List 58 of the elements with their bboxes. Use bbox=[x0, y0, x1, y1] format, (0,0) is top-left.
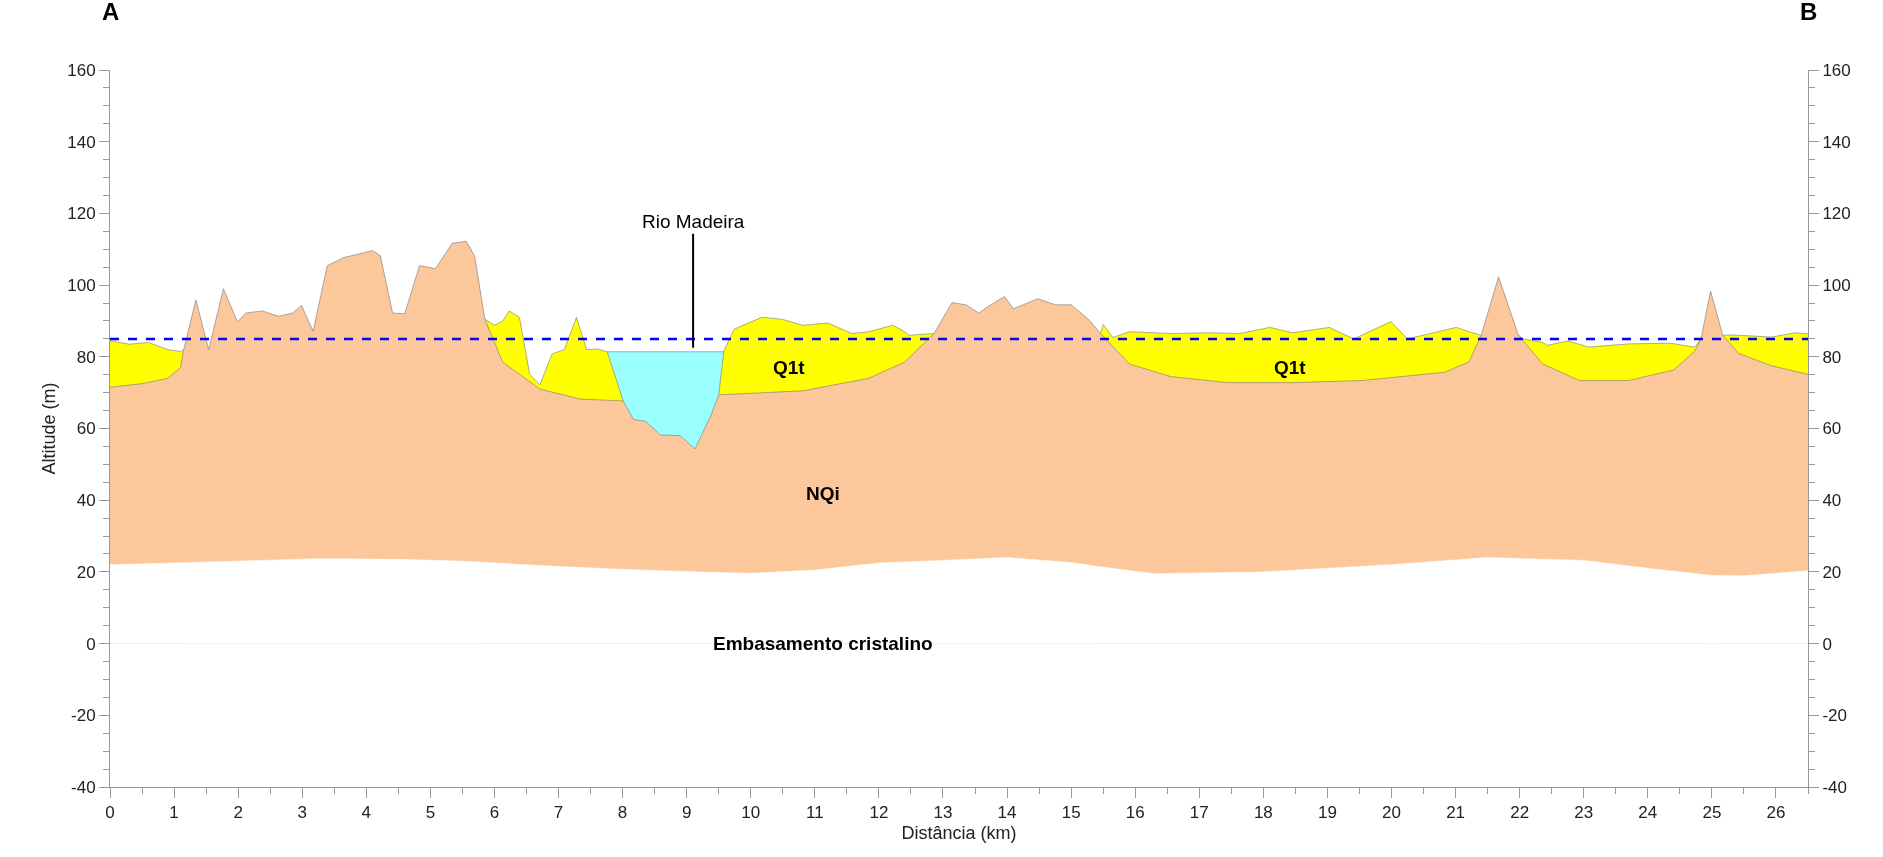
x-tick-label: 11 bbox=[806, 803, 824, 823]
text: A bbox=[102, 0, 120, 25]
y-tick-label: -20 bbox=[71, 706, 96, 726]
y-axis-title: Altitude (m) bbox=[39, 382, 60, 475]
x-tick-label: 20 bbox=[1382, 803, 1401, 823]
x-tick-label: 6 bbox=[489, 803, 500, 823]
x-tick-label: 18 bbox=[1253, 803, 1273, 823]
annotation: Q1t bbox=[1274, 357, 1307, 378]
x-tick-label: 1 bbox=[169, 803, 179, 823]
x-tick-label: 25 bbox=[1702, 803, 1722, 823]
y2-tick-label: 160 bbox=[1822, 60, 1851, 80]
x-tick-label: 19 bbox=[1317, 803, 1337, 823]
x-tick-label: 12 bbox=[869, 803, 889, 823]
x-tick-label: 9 bbox=[681, 803, 692, 823]
y-tick-label: 80 bbox=[76, 347, 96, 367]
x-tick-label: 16 bbox=[1125, 803, 1145, 823]
x-tick-label: 22 bbox=[1510, 803, 1530, 823]
x-tick-label: 10 bbox=[741, 803, 761, 823]
text: B bbox=[1800, 0, 1818, 25]
y-tick-label: 60 bbox=[76, 419, 96, 439]
y2-tick-label: 60 bbox=[1822, 419, 1842, 439]
y-tick-label: -40 bbox=[71, 777, 96, 797]
y2-tick-label: 20 bbox=[1822, 562, 1842, 582]
y2-tick-label: -20 bbox=[1822, 706, 1847, 726]
x-tick-label: 24 bbox=[1638, 803, 1658, 823]
x-tick-label: 0 bbox=[105, 803, 115, 823]
x-tick-label: 26 bbox=[1766, 803, 1786, 823]
y2-tick-label: 80 bbox=[1822, 347, 1842, 367]
x-tick-label: 21 bbox=[1446, 803, 1466, 823]
y2-tick-label: 100 bbox=[1822, 276, 1851, 296]
annotation: Q1t bbox=[773, 357, 806, 378]
x-tick-label: 5 bbox=[425, 803, 436, 823]
y-tick-label: 40 bbox=[76, 491, 96, 511]
y-tick-label: 160 bbox=[67, 60, 96, 80]
y-tick-label: 100 bbox=[67, 276, 96, 296]
x-tick-label: 13 bbox=[933, 803, 953, 823]
y-tick-label: 120 bbox=[67, 204, 96, 224]
x-axis-title: Distância (km) bbox=[901, 822, 1017, 843]
x-tick-label: 17 bbox=[1189, 803, 1209, 823]
annotation: Embasamento cristalino bbox=[713, 633, 933, 654]
y2-tick-label: 120 bbox=[1822, 204, 1851, 224]
y-tick-label: 140 bbox=[67, 132, 96, 152]
x-tick-label: 23 bbox=[1574, 803, 1594, 823]
x-tick-label: 3 bbox=[297, 803, 307, 823]
x-tick-label: 4 bbox=[361, 803, 372, 823]
y-tick-label: 20 bbox=[76, 562, 96, 582]
y2-tick-label: -40 bbox=[1822, 777, 1847, 797]
x-tick-label: 8 bbox=[617, 803, 628, 823]
y-tick-label: 0 bbox=[86, 634, 96, 654]
x-tick-label: 2 bbox=[233, 803, 243, 823]
x-tick-label: 15 bbox=[1061, 803, 1081, 823]
y2-tick-label: 140 bbox=[1822, 132, 1851, 152]
x-tick-label: 14 bbox=[997, 803, 1017, 823]
y2-tick-label: 40 bbox=[1822, 491, 1842, 511]
y2-tick-label: 0 bbox=[1822, 634, 1832, 654]
annotation: Rio Madeira bbox=[642, 211, 745, 232]
annotation: NQi bbox=[806, 483, 840, 504]
x-tick-label: 7 bbox=[553, 803, 564, 823]
